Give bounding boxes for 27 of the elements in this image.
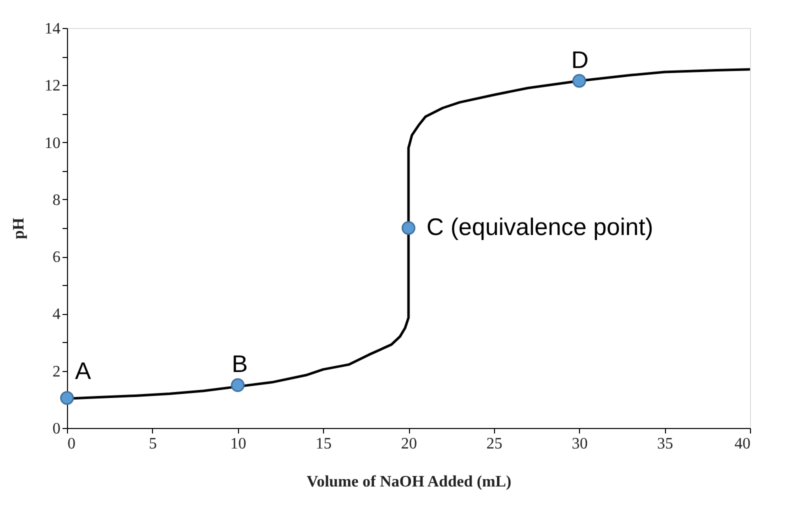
y-tick-label: 10 [44, 134, 60, 152]
x-tick-label: 35 [657, 436, 674, 452]
x-tick-label: 20 [401, 436, 417, 452]
point [402, 221, 416, 235]
annotation: C (equivalence point) [426, 214, 654, 241]
annotation: B [232, 351, 248, 378]
point [230, 378, 245, 392]
point [572, 74, 586, 88]
y-tick-label: 0 [52, 420, 60, 438]
y-axis-title: pH [10, 217, 28, 240]
x-tick-label: 5 [148, 436, 157, 452]
x-tick-label: 15 [316, 436, 332, 452]
y-tick-label: 12 [44, 78, 60, 95]
x-tick-label: 30 [572, 436, 588, 452]
annotation: A [75, 358, 92, 385]
x-axis-title: Volume of NaOH Added (mL) [306, 474, 512, 490]
y-tick-label: 2 [52, 363, 60, 380]
y-tick-label: 6 [52, 249, 60, 266]
y-tick-label: 8 [52, 192, 60, 209]
annotation: D [571, 46, 589, 74]
point [60, 391, 74, 405]
x-tick-label: 0 [68, 436, 76, 452]
y-tick-label: 4 [52, 306, 60, 324]
x-tick-label: 25 [486, 436, 502, 452]
x-tick-label: 10 [230, 436, 246, 452]
y-tick-label: 14 [44, 20, 60, 38]
x-tick-label: 40 [734, 436, 750, 452]
